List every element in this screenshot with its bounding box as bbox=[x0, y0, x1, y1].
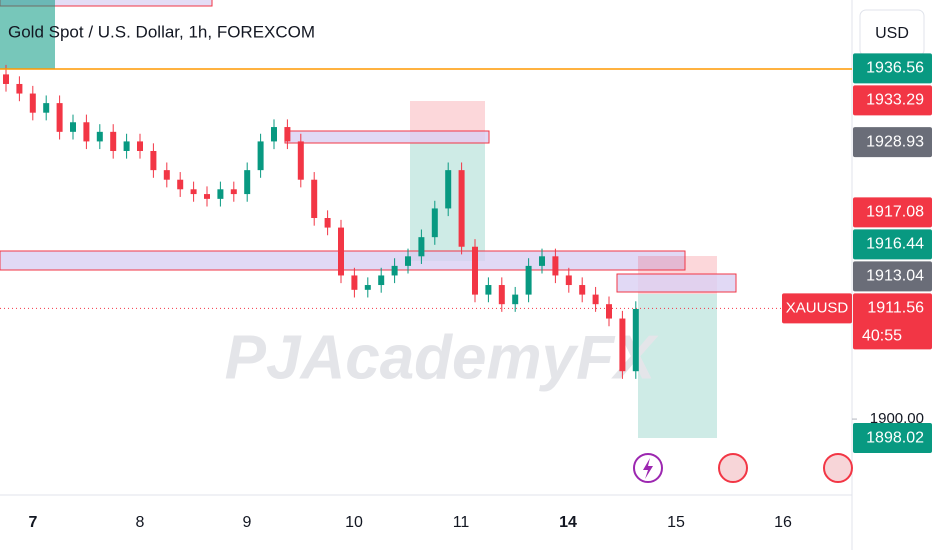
symbol-label: XAUUSD bbox=[786, 299, 849, 316]
countdown-label: 40:55 bbox=[862, 328, 902, 345]
candle-body bbox=[137, 141, 143, 151]
candle-body bbox=[632, 308, 639, 372]
candle-body bbox=[351, 275, 358, 290]
candle-body bbox=[552, 256, 559, 276]
watermark: PJAcademyFX bbox=[225, 323, 659, 392]
candle-body bbox=[217, 189, 224, 199]
price-label-box bbox=[853, 261, 932, 292]
zone bbox=[284, 130, 490, 144]
currency-label[interactable]: USD bbox=[875, 25, 909, 42]
candle-body bbox=[257, 141, 264, 171]
candle-body bbox=[284, 127, 291, 142]
time-label: 11 bbox=[453, 514, 470, 531]
time-label: 10 bbox=[345, 514, 363, 531]
price-label-box bbox=[853, 53, 932, 84]
candle-body bbox=[70, 122, 76, 132]
candle-body bbox=[311, 179, 318, 219]
price-label: 1916.44 bbox=[866, 236, 924, 253]
zone bbox=[0, 0, 213, 7]
zone bbox=[616, 273, 737, 293]
position-box bbox=[0, 0, 55, 69]
candle-body bbox=[3, 74, 9, 84]
candle-body bbox=[565, 275, 572, 286]
candle-body bbox=[324, 218, 331, 228]
candle-body bbox=[163, 170, 170, 180]
candle-body bbox=[498, 285, 505, 305]
candles bbox=[3, 64, 639, 379]
candle-body bbox=[525, 265, 532, 295]
time-label: 8 bbox=[136, 514, 145, 531]
candle-body bbox=[539, 256, 545, 266]
price-label: 1913.04 bbox=[866, 268, 924, 285]
time-label: 9 bbox=[243, 514, 252, 531]
candle-body bbox=[204, 194, 210, 199]
candle-body bbox=[418, 237, 425, 257]
candle-body bbox=[485, 285, 492, 295]
price-label: 1917.08 bbox=[866, 204, 924, 221]
price-label: 1928.93 bbox=[866, 133, 924, 150]
price-tick-label: 1900.00 bbox=[870, 410, 924, 427]
economic-event-icon[interactable] bbox=[823, 453, 853, 483]
candle-body bbox=[271, 127, 277, 142]
candle-body bbox=[391, 265, 398, 276]
candle-body bbox=[364, 285, 371, 290]
candle-body bbox=[150, 150, 157, 171]
candle-body bbox=[56, 103, 63, 132]
candle-body bbox=[619, 318, 626, 372]
event-icon-glyph bbox=[643, 458, 653, 479]
candle-body bbox=[29, 93, 36, 113]
candle-body bbox=[244, 170, 251, 195]
candle-body bbox=[458, 170, 465, 247]
candle-body bbox=[338, 227, 344, 276]
time-label: 15 bbox=[667, 514, 685, 531]
price-label-box bbox=[853, 229, 932, 260]
candle-body bbox=[592, 294, 599, 305]
candle-body bbox=[16, 83, 23, 94]
economic-event-icon[interactable] bbox=[718, 453, 748, 483]
price-label-box bbox=[853, 197, 932, 228]
candle-body bbox=[606, 304, 612, 319]
last-price-label: 1911.56 bbox=[867, 300, 924, 317]
candle-body bbox=[579, 285, 586, 295]
candle-body bbox=[96, 131, 103, 142]
price-label: 1898.02 bbox=[866, 429, 924, 446]
candle-body bbox=[297, 141, 304, 180]
time-label: 16 bbox=[774, 514, 792, 531]
candle-body bbox=[431, 208, 438, 238]
symbol-title: Gold Spot / U.S. Dollar, 1h, FOREXCOM bbox=[8, 22, 315, 41]
price-label: 1933.29 bbox=[866, 92, 924, 109]
candle-body bbox=[190, 189, 197, 195]
candle-body bbox=[123, 141, 130, 151]
candle-body bbox=[43, 103, 50, 113]
price-label-box bbox=[853, 423, 932, 454]
price-label-box bbox=[853, 127, 932, 158]
candle-body bbox=[230, 189, 237, 195]
time-label: 14 bbox=[559, 514, 577, 531]
candle-body bbox=[512, 294, 519, 305]
candle-body bbox=[177, 179, 184, 190]
candle-body bbox=[378, 275, 385, 286]
candle-body bbox=[405, 256, 411, 266]
symbol-label-box bbox=[782, 293, 852, 324]
last-price-box bbox=[853, 293, 932, 350]
target-zone bbox=[638, 294, 717, 438]
time-label: 7 bbox=[29, 514, 38, 531]
price-label-box bbox=[853, 85, 932, 116]
price-label: 1936.56 bbox=[866, 60, 924, 77]
candle-body bbox=[110, 131, 117, 151]
candle-body bbox=[472, 246, 478, 295]
candle-body bbox=[83, 122, 90, 142]
candle-body bbox=[445, 170, 452, 209]
